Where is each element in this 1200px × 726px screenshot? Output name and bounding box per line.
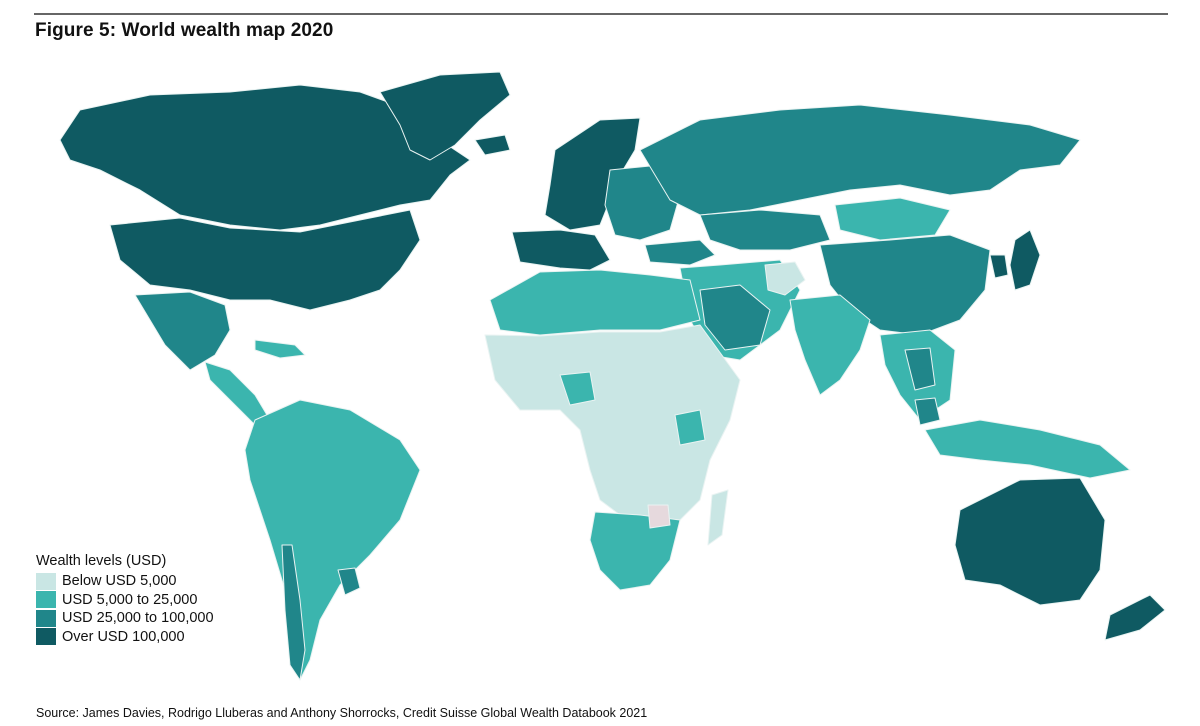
legend-label: Below USD 5,000 <box>62 573 177 590</box>
region-nigeria <box>559 371 596 406</box>
legend-swatch-lowmid <box>36 591 56 609</box>
source-note: Source: James Davies, Rodrigo Lluberas a… <box>36 706 648 720</box>
region-indonesia <box>924 419 1131 479</box>
legend-swatch-high <box>36 628 56 646</box>
region-new-zealand <box>1104 594 1166 641</box>
figure-title: Figure 5: World wealth map 2020 <box>35 20 334 41</box>
region-gulf-states <box>699 284 771 351</box>
legend-item: USD 5,000 to 25,000 <box>36 591 214 610</box>
legend-swatch-highmid <box>36 609 56 627</box>
region-chile <box>281 544 306 681</box>
legend-item: USD 25,000 to 100,000 <box>36 609 214 628</box>
region-mongolia <box>834 197 951 241</box>
legend-label: Over USD 100,000 <box>62 628 185 645</box>
region-japan <box>1009 229 1041 291</box>
legend-label: USD 5,000 to 25,000 <box>62 591 198 608</box>
legend-title: Wealth levels (USD) <box>36 553 167 569</box>
region-sub-saharan-africa <box>484 324 741 521</box>
region-mexico <box>134 291 231 371</box>
region-turkey <box>644 239 716 266</box>
region-canada <box>59 84 471 231</box>
region-iceland <box>474 134 511 156</box>
region-india <box>789 294 871 396</box>
region-kenya <box>674 409 706 446</box>
region-russia <box>639 104 1081 216</box>
legend-swatch-low <box>36 572 56 590</box>
region-greenland <box>379 71 511 161</box>
region-uruguay <box>337 567 361 596</box>
legend-item: Below USD 5,000 <box>36 572 214 591</box>
region-iberia-italy <box>511 229 611 271</box>
region-kazakhstan <box>699 209 831 251</box>
region-thailand <box>904 347 936 391</box>
region-caribbean <box>254 339 306 359</box>
region-afghanistan <box>764 261 806 296</box>
map-legend: Wealth levels (USD) Below USD 5,000 USD … <box>36 553 214 646</box>
legend-label: USD 25,000 to 100,000 <box>62 610 214 627</box>
region-malaysia <box>914 397 941 426</box>
region-madagascar <box>707 489 729 546</box>
region-north-africa <box>489 269 701 336</box>
region-zimbabwe <box>647 504 671 529</box>
region-south-america <box>244 399 421 681</box>
region-australia <box>954 477 1106 606</box>
region-korea <box>989 254 1009 279</box>
legend-item: Over USD 100,000 <box>36 628 214 647</box>
title-rule <box>34 13 1168 15</box>
region-united-states <box>109 209 421 311</box>
region-central-america <box>204 361 271 426</box>
